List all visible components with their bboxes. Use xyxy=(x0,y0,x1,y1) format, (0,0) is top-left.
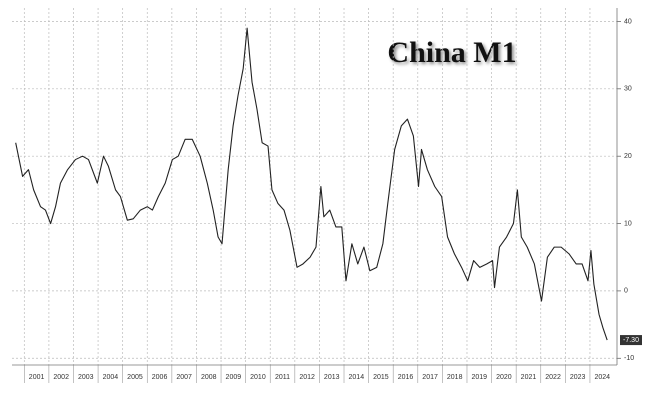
x-tick-label: 2009 xyxy=(226,374,242,381)
x-tick-label: 2016 xyxy=(398,374,414,381)
x-tick-label: 2008 xyxy=(201,374,217,381)
value-label: -7.30 xyxy=(623,337,639,344)
line-series xyxy=(15,27,608,341)
x-tick-label: 2023 xyxy=(570,374,586,381)
x-tick-label: 2012 xyxy=(299,374,315,381)
x-tick-label: 2018 xyxy=(447,374,463,381)
x-tick-label: 2004 xyxy=(103,374,119,381)
x-tick-label: 2022 xyxy=(545,374,561,381)
x-tick-label: 2002 xyxy=(53,374,69,381)
x-tick-label: 2015 xyxy=(373,374,389,381)
x-tick-label: 2020 xyxy=(496,374,512,381)
x-tick-label: 2024 xyxy=(594,374,610,381)
x-tick-label: 2010 xyxy=(250,374,266,381)
x-tick-label: 2013 xyxy=(324,374,340,381)
y-tick-label: 20 xyxy=(624,153,632,160)
y-tick-label: 40 xyxy=(624,18,632,25)
x-tick-label: 2001 xyxy=(29,374,45,381)
x-tick-label: 2011 xyxy=(275,374,290,381)
x-tick-label: 2017 xyxy=(422,374,438,381)
y-tick-label: 30 xyxy=(624,86,632,93)
y-tick-label: 10 xyxy=(624,220,632,227)
x-tick-label: 2007 xyxy=(176,374,192,381)
x-tick-label: 2019 xyxy=(471,374,487,381)
chart-title: China M1 xyxy=(387,36,516,69)
x-tick-label: 2006 xyxy=(152,374,168,381)
x-tick-label: 2003 xyxy=(78,374,94,381)
y-tick-label: 0 xyxy=(624,288,628,295)
x-tick-label: 2014 xyxy=(349,374,365,381)
x-tick-label: 2005 xyxy=(127,374,143,381)
x-tick-label: 2021 xyxy=(521,374,537,381)
y-tick-label: -10 xyxy=(624,355,634,362)
plot-area xyxy=(12,8,617,365)
value-label-box xyxy=(620,335,642,346)
